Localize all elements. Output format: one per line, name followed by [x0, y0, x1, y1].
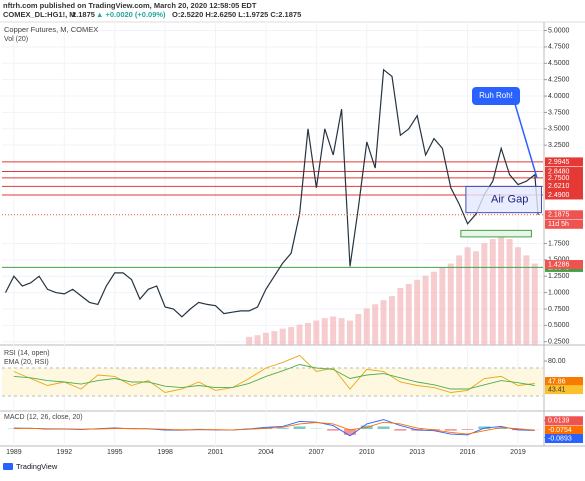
histogram-bar — [378, 426, 390, 429]
pane-title: MACD (12, 26, close, 20) — [4, 414, 83, 421]
y-tick-label: 3.2500 — [548, 142, 570, 149]
histogram-bar — [277, 428, 289, 429]
volume-bar — [406, 284, 412, 345]
publisher: nftrh.com published on TradingView.com, … — [3, 1, 257, 10]
axis-tag-label: 2.4900 — [548, 192, 570, 199]
volume-bar — [355, 314, 361, 345]
volume-bar — [330, 316, 336, 345]
countdown: 11d 5h — [548, 221, 569, 228]
axis-tag-label: 2.9945 — [548, 159, 570, 166]
air-gap-label: Air Gap — [491, 193, 528, 205]
volume-bar — [431, 272, 437, 345]
volume-bar — [381, 300, 387, 345]
histogram-bar — [445, 429, 457, 431]
volume-bar — [473, 251, 479, 345]
volume-bar — [255, 335, 261, 345]
volume-bar — [288, 327, 294, 345]
volume-bar — [347, 321, 353, 345]
y-tick-label: 4.5000 — [548, 60, 570, 67]
volume-bar — [297, 325, 303, 345]
volume-bar — [532, 264, 538, 345]
volume-bar — [339, 318, 345, 345]
symbol: COMEX_DL:HG1!, M — [3, 10, 76, 19]
y-tick-label: 3.7500 — [548, 109, 570, 116]
y-tick-label: 4.7500 — [548, 44, 570, 51]
rsi-band — [2, 368, 543, 396]
axis-tag-label: 2.6210 — [548, 183, 570, 190]
x-tick-label: 1998 — [157, 449, 173, 456]
axis-tag-label: -0.0893 — [548, 435, 572, 442]
y-tick-label: 0.2500 — [548, 339, 570, 346]
x-tick-label: 1995 — [107, 449, 123, 456]
x-tick-label: 1989 — [6, 449, 22, 456]
x-tick-label: 2004 — [258, 449, 274, 456]
volume-bar — [465, 247, 471, 345]
pane-subtitle: EMA (20, RSI) — [4, 359, 49, 366]
volume-bar — [481, 243, 487, 345]
axis-tag-label: 43.41 — [548, 386, 566, 393]
y-tick-label: 80.00 — [548, 358, 566, 365]
y-tick-label: 4.2500 — [548, 76, 570, 83]
y-tick-label: 1.2500 — [548, 273, 570, 280]
volume-bar — [448, 264, 454, 345]
logo-icon — [3, 463, 13, 470]
x-tick-label: 2016 — [460, 449, 476, 456]
x-tick-label: 2001 — [208, 449, 224, 456]
volume-bar — [507, 239, 513, 345]
axis-tag-label: 1.4286 — [548, 261, 570, 268]
volume-bar — [271, 331, 277, 345]
y-tick-label: 1.0000 — [548, 289, 570, 296]
x-tick-label: 1992 — [57, 449, 73, 456]
pane-title: RSI (14, open) — [4, 350, 50, 357]
y-tick-label: 0.7500 — [548, 306, 570, 313]
y-tick-label: 5.0000 — [548, 27, 570, 34]
y-tick-label: 0.5000 — [548, 322, 570, 329]
histogram-bar — [294, 426, 306, 429]
volume-bar — [414, 280, 420, 345]
volume-bar — [280, 329, 286, 345]
pane-title: Copper Futures, M, COMEX — [4, 25, 98, 34]
volume-bar — [246, 337, 252, 345]
footer-brand: TradingView — [16, 462, 58, 471]
volume-bar — [364, 308, 370, 345]
volume-bar — [397, 288, 403, 345]
volume-bar — [515, 247, 521, 345]
histogram-bar — [394, 429, 406, 431]
axis-tag-label: 2.1875 — [548, 212, 570, 219]
volume-bar — [263, 333, 269, 345]
histogram-bar — [327, 429, 339, 431]
volume-bar — [490, 239, 496, 345]
axis-tag-label: -0.0754 — [548, 427, 572, 434]
axis-tag-label: 0.0139 — [548, 418, 570, 425]
volume-bar — [439, 268, 445, 345]
volume-bar — [456, 255, 462, 345]
ohlc: O:2.5220 H:2.6250 L:1.9725 C:2.1875 — [172, 10, 301, 19]
volume-bar — [313, 321, 319, 345]
volume-bar — [305, 323, 311, 345]
x-tick-label: 2010 — [359, 449, 375, 456]
y-tick-label: 3.5000 — [548, 126, 570, 133]
y-tick-label: 4.0000 — [548, 93, 570, 100]
x-tick-label: 2019 — [510, 449, 526, 456]
x-tick-label: 2007 — [309, 449, 325, 456]
axis-tag-label: 2.7500 — [548, 175, 570, 182]
volume-bar — [498, 235, 504, 345]
volume-bar — [322, 318, 328, 345]
histogram-bar — [462, 429, 474, 430]
pane-subtitle: Vol (20) — [4, 36, 28, 43]
callout-label: Ruh Roh! — [479, 91, 513, 100]
axis-tag-label: 47.86 — [548, 378, 566, 385]
last: 2.1875 — [72, 10, 95, 19]
x-tick-label: 2013 — [409, 449, 425, 456]
support-box — [461, 230, 532, 237]
y-tick-label: 1.7500 — [548, 240, 570, 247]
tradingview-logo: TradingView — [3, 462, 58, 471]
volume-bar — [423, 276, 429, 345]
change: ▲ +0.0020 (+0.09%) — [96, 10, 166, 19]
volume-bar — [389, 296, 395, 345]
volume-bar — [523, 255, 529, 345]
volume-bar — [372, 304, 378, 345]
